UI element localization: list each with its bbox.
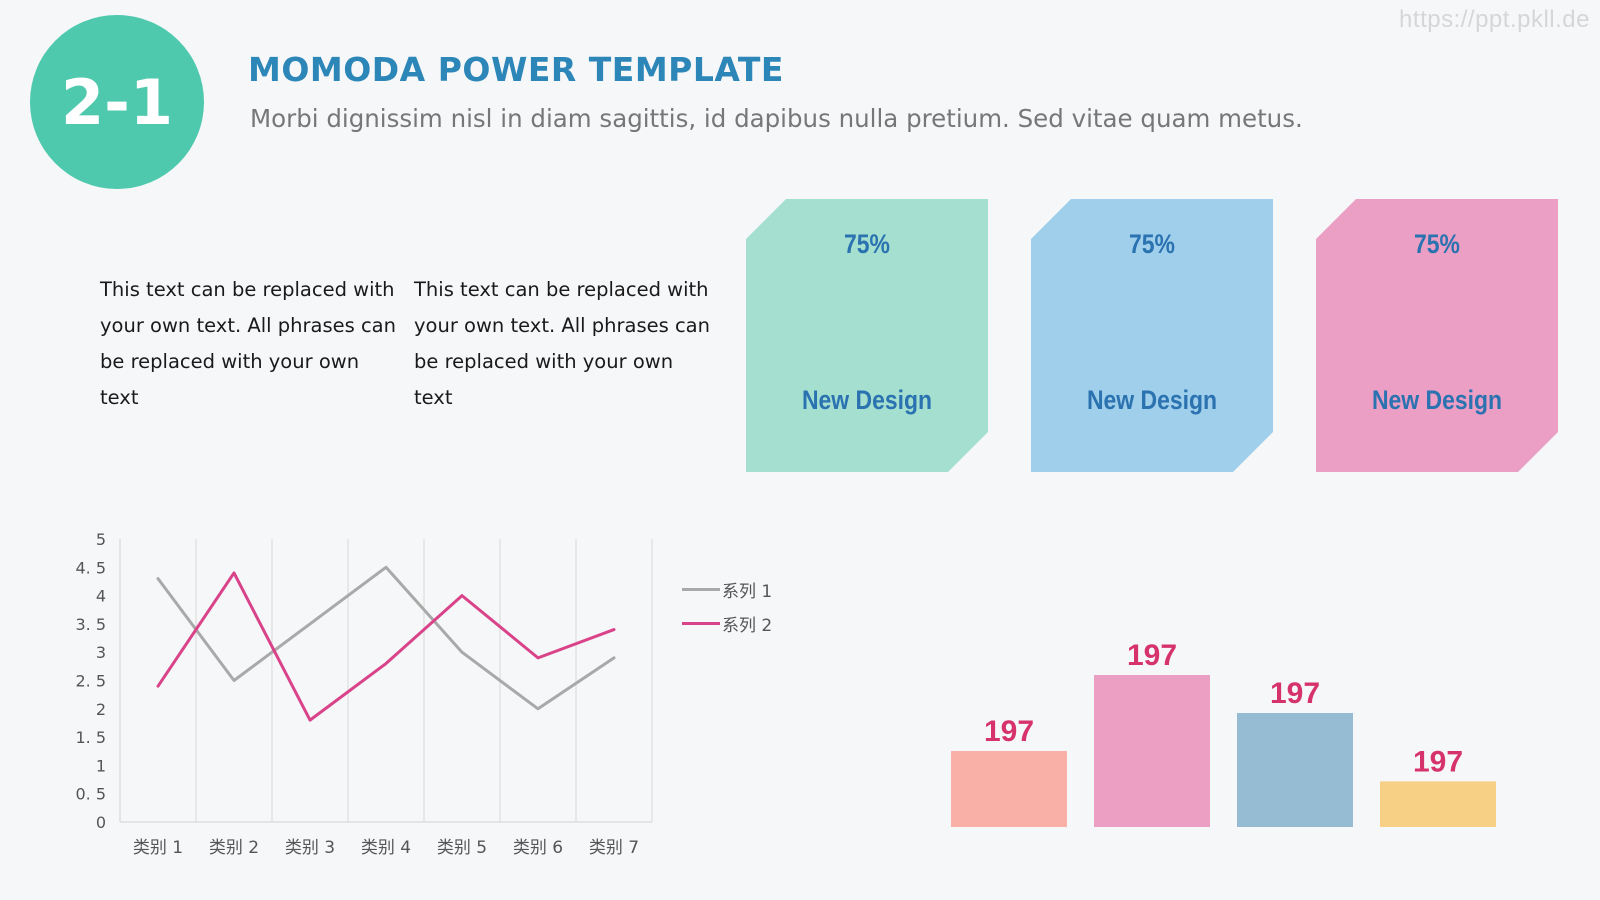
text-block-2: This text can be replaced with your own …: [414, 278, 710, 409]
y-tick-label: 1. 5: [75, 728, 106, 747]
bar: [1094, 675, 1210, 827]
stat-card-percent: 75%: [1414, 229, 1460, 259]
text-block-1: This text can be replaced with your own …: [100, 278, 396, 409]
stat-card-2: 75% New Design: [1031, 199, 1273, 472]
bar-value-label: 197: [1413, 745, 1463, 778]
stat-card-label: New Design: [1371, 385, 1503, 415]
bar: [1237, 713, 1353, 827]
stat-card-3: 75% New Design: [1316, 199, 1558, 472]
stat-card-percent: 75%: [1129, 229, 1175, 259]
x-tick-label: 类别 7: [589, 838, 639, 858]
page-subtitle: Morbi dignissim nisl in diam sagittis, i…: [250, 104, 1303, 133]
x-tick-label: 类别 3: [285, 838, 335, 858]
x-tick-label: 类别 4: [361, 838, 411, 858]
series-line-1: [156, 565, 616, 711]
y-tick-label: 2: [96, 700, 106, 719]
series-line-2: [156, 571, 616, 722]
legend-label-series-1: 系列 1: [722, 581, 773, 602]
legend-label-series-2: 系列 2: [722, 615, 773, 636]
bar-value-label: 197: [984, 715, 1034, 748]
y-tick-label: 0. 5: [75, 785, 106, 804]
y-tick-label: 4: [96, 587, 106, 606]
y-tick-label: 2. 5: [75, 672, 106, 691]
stat-card-percent: 75%: [844, 229, 890, 259]
bar-value-label: 197: [1270, 677, 1320, 710]
legend-swatch-series-1: [682, 587, 720, 591]
y-tick-label: 3. 5: [75, 615, 106, 634]
bar: [1380, 781, 1496, 827]
x-tick-label: 类别 1: [133, 838, 183, 858]
stat-card-1: 75% New Design: [746, 199, 988, 472]
stat-card-label: New Design: [1086, 385, 1218, 415]
x-tick-label: 类别 5: [437, 838, 487, 858]
section-badge: 2-1: [30, 15, 204, 189]
page-title: MOMODA POWER TEMPLATE: [248, 50, 784, 89]
y-tick-label: 0: [96, 813, 106, 832]
y-tick-label: 1: [96, 756, 106, 775]
legend-item-series-2: 系列 2: [682, 606, 772, 640]
x-tick-label: 类别 6: [513, 838, 563, 858]
line-chart-legend: 系列 1 系列 2: [682, 572, 772, 640]
y-tick-label: 3: [96, 643, 106, 662]
bar-value-label: 197: [1127, 639, 1177, 672]
legend-item-series-1: 系列 1: [682, 572, 772, 606]
stat-card-label: New Design: [801, 385, 933, 415]
bar: [951, 751, 1067, 827]
x-tick-label: 类别 2: [209, 838, 259, 858]
legend-swatch-series-2: [682, 621, 720, 625]
y-tick-label: 5: [96, 530, 106, 549]
y-tick-label: 4. 5: [75, 558, 106, 577]
watermark: https://ppt.pkll.de: [1399, 6, 1590, 33]
